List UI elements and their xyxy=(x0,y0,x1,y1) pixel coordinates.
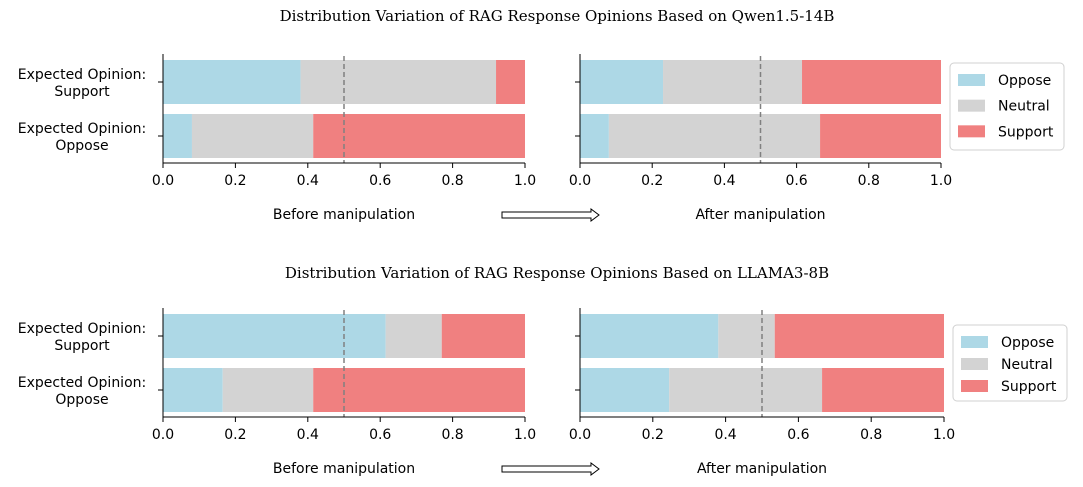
bar-oppose-expected-support xyxy=(163,60,301,104)
panel-after: 0.0 0.2 0.4 0.6 0.8 1.0 After manipulation xyxy=(569,54,952,223)
chart-title: Distribution Variation of RAG Response O… xyxy=(280,7,835,25)
panel-before: Expected Opinion: Support Expected Opinion… xyxy=(18,54,536,223)
legend-swatch-oppose xyxy=(961,336,988,348)
x-tick-label: 0.4 xyxy=(713,173,735,189)
x-tick-label: 0.4 xyxy=(714,427,736,443)
legend-swatch-neutral xyxy=(961,358,988,370)
panel-before: Expected Opinion: Support Expected Opinion… xyxy=(18,308,536,477)
legend: Oppose Neutral Support xyxy=(949,62,1065,151)
x-axis-label: After manipulation xyxy=(697,461,827,477)
bar-support-expected-support xyxy=(441,314,525,358)
x-tick-label: 0.0 xyxy=(569,173,591,189)
x-tick-label: 1.0 xyxy=(930,173,952,189)
x-tick-label: 0.8 xyxy=(441,427,463,443)
legend-label-oppose: Oppose xyxy=(1001,335,1054,351)
bar-neutral-expected-oppose xyxy=(669,368,823,412)
bar-support-expected-support xyxy=(802,60,941,104)
x-axis-label: Before manipulation xyxy=(273,461,415,477)
x-tick-label: 0.0 xyxy=(569,427,591,443)
panel-after: 0.0 0.2 0.4 0.6 0.8 1.0 After manipulation xyxy=(569,308,955,477)
bar-support-expected-oppose xyxy=(822,368,944,412)
y-tick-label: Expected Opinion: Oppose xyxy=(18,375,146,408)
bar-neutral-expected-oppose xyxy=(222,368,314,412)
x-tick-label: 1.0 xyxy=(514,173,536,189)
x-tick-label: 0.2 xyxy=(224,173,246,189)
chart-group-1: Distribution Variation of RAG Response O… xyxy=(18,7,1065,223)
bar-oppose-expected-support xyxy=(163,314,386,358)
x-tick-label: 1.0 xyxy=(933,427,955,443)
bar-support-expected-oppose xyxy=(313,368,525,412)
x-tick-label: 0.8 xyxy=(858,173,880,189)
legend-swatch-support xyxy=(961,380,988,392)
legend-label-support: Support xyxy=(998,124,1054,140)
bar-oppose-expected-support xyxy=(580,60,664,104)
x-tick-label: 0.8 xyxy=(441,173,463,189)
x-axis-label: Before manipulation xyxy=(273,207,415,223)
legend-swatch-neutral xyxy=(958,99,985,112)
x-tick-label: 0.6 xyxy=(369,427,391,443)
bar-neutral-expected-support xyxy=(663,60,803,104)
chart-title: Distribution Variation of RAG Response O… xyxy=(285,264,829,282)
legend-swatch-oppose xyxy=(958,74,985,86)
right-arrow-icon xyxy=(501,462,600,476)
bar-oppose-expected-support xyxy=(580,314,719,358)
bar-neutral-expected-support xyxy=(385,314,442,358)
bar-neutral-expected-oppose xyxy=(191,114,314,158)
legend-label-support: Support xyxy=(1001,379,1057,395)
x-tick-label: 0.0 xyxy=(152,427,174,443)
bar-support-expected-oppose xyxy=(820,114,941,158)
bar-oppose-expected-oppose xyxy=(580,368,670,412)
y-tick-label: Expected Opinion: Oppose xyxy=(18,121,146,154)
x-tick-label: 0.4 xyxy=(297,173,319,189)
y-tick-label: Expected Opinion: Support xyxy=(18,321,146,354)
x-tick-label: 1.0 xyxy=(514,427,536,443)
x-tick-label: 0.8 xyxy=(860,427,882,443)
bar-oppose-expected-oppose xyxy=(163,368,223,412)
legend: Oppose Neutral Support xyxy=(952,324,1068,402)
y-tick-label: Expected Opinion: Support xyxy=(18,67,146,100)
x-tick-label: 0.6 xyxy=(785,173,807,189)
x-tick-label: 0.2 xyxy=(641,173,663,189)
legend-label-neutral: Neutral xyxy=(998,99,1050,115)
legend-label-neutral: Neutral xyxy=(1001,357,1053,373)
chart-group-2: Distribution Variation of RAG Response O… xyxy=(18,264,1068,477)
bar-neutral-expected-support xyxy=(718,314,775,358)
bar-support-expected-support xyxy=(774,314,944,358)
x-tick-label: 0.6 xyxy=(787,427,809,443)
x-tick-label: 0.2 xyxy=(642,427,664,443)
x-tick-label: 0.0 xyxy=(152,173,174,189)
x-axis-label: After manipulation xyxy=(695,207,825,223)
bar-neutral-expected-support xyxy=(300,60,497,104)
bar-neutral-expected-oppose xyxy=(608,114,821,158)
legend-label-oppose: Oppose xyxy=(998,73,1051,89)
bar-oppose-expected-oppose xyxy=(580,114,609,158)
bar-oppose-expected-oppose xyxy=(163,114,192,158)
legend-swatch-support xyxy=(958,125,985,138)
bar-support-expected-support xyxy=(496,60,525,104)
x-tick-label: 0.4 xyxy=(297,427,319,443)
x-tick-label: 0.6 xyxy=(369,173,391,189)
x-tick-label: 0.2 xyxy=(224,427,246,443)
right-arrow-icon xyxy=(501,208,600,222)
bar-support-expected-oppose xyxy=(313,114,525,158)
